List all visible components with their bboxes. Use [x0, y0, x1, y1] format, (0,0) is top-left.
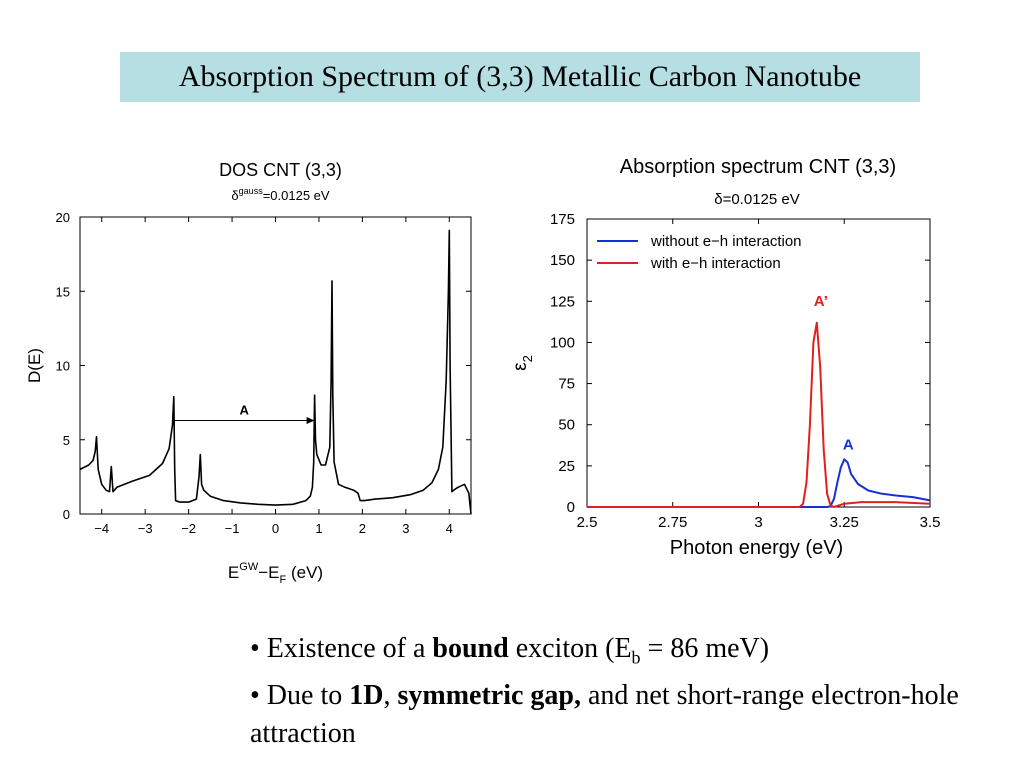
abs-series-line-2: [587, 321, 931, 508]
slide-title: Absorption Spectrum of (3,3) Metallic Ca…: [178, 60, 862, 93]
bullet-1-text-c: = 86 meV): [640, 633, 770, 664]
dos-x-axis-label: EGW−EF (eV): [228, 561, 323, 586]
abs-ytick-label: 100: [550, 334, 575, 351]
dos-xtick-label: −3: [138, 521, 153, 536]
slide-title-box: Absorption Spectrum of (3,3) Metallic Ca…: [120, 52, 920, 102]
abs-xtick-label: 3.25: [830, 514, 859, 531]
dos-xtick-label: −2: [181, 521, 196, 536]
bullet-2-bold-gap: symmetric gap,: [397, 679, 581, 711]
bullet-2-text-b: ,: [383, 679, 398, 711]
dos-series-line: [79, 229, 472, 515]
bullet-1-sub-b: b: [631, 647, 641, 668]
abs-chart-title: Absorption spectrum CNT (3,3): [620, 156, 896, 178]
bullet-2-text-a: • Due to: [250, 679, 350, 711]
dos-ytick-label: 5: [63, 433, 70, 448]
bullet-2-bold-1d: 1D: [349, 679, 384, 711]
abs-peak-label-2: A: [843, 436, 854, 453]
abs-ytick-label: 150: [550, 252, 575, 269]
bullet-2-text-c: and net short-range electron-hole attrac…: [250, 679, 959, 749]
abs-xtick-label: 3.5: [920, 514, 941, 531]
dos-xtick-label: −4: [94, 521, 109, 536]
bullet-list: • Existence of a bound exciton (Eb = 86 …: [250, 630, 1010, 753]
dos-y-axis-label: D(E): [25, 348, 44, 383]
dos-ytick-label: 10: [56, 359, 70, 374]
dos-xtick-label: −1: [225, 521, 240, 536]
abs-ytick-label: 125: [550, 293, 575, 310]
bullet-item-1: • Existence of a bound exciton (Eb = 86 …: [250, 630, 1010, 677]
dos-xtick-label: 3: [402, 521, 409, 536]
dos-xtick-label: 0: [272, 521, 279, 536]
dos-annotation-arrow-head: [306, 416, 315, 424]
bullet-1-bold-bound: bound: [432, 633, 509, 664]
abs-ytick-label: 75: [558, 376, 575, 393]
dos-xtick-label: 2: [359, 521, 366, 536]
abs-ytick-label: 175: [550, 211, 575, 228]
dos-xtick-label: 4: [446, 521, 453, 536]
abs-xtick-label: 2.5: [577, 514, 598, 531]
abs-ytick-label: 50: [558, 417, 575, 434]
abs-series-line-1: [587, 458, 931, 508]
bullet-item-2: • Due to 1D, symmetric gap, and net shor…: [250, 677, 1010, 753]
abs-xtick-label: 3: [754, 514, 762, 531]
dos-ytick-label: 15: [56, 284, 70, 299]
dos-ytick-label: 20: [56, 210, 70, 225]
abs-xtick-label: 2.75: [658, 514, 687, 531]
dos-chart-subtitle: δgauss=0.0125 eV: [231, 186, 329, 203]
abs-peak-label-1: A’: [814, 293, 828, 310]
abs-x-axis-label: Photon energy (eV): [670, 537, 843, 559]
abs-ytick-label: 25: [558, 458, 575, 475]
dos-annotation-label: A: [240, 402, 250, 417]
dos-xtick-label: 1: [315, 521, 322, 536]
abs-legend-label-1: without e−h interaction: [650, 233, 802, 250]
abs-y-axis-label: ε2: [510, 355, 535, 371]
bullet-1-text-b: exciton (E: [508, 633, 632, 664]
dos-chart-title: DOS CNT (3,3): [219, 160, 342, 180]
abs-ytick-label: 0: [567, 499, 575, 516]
dos-ytick-label: 0: [63, 507, 70, 522]
abs-legend-label-2: with e−h interaction: [650, 255, 781, 272]
abs-chart-subtitle: δ=0.0125 eV: [714, 191, 800, 208]
bullet-1-text-a: • Existence of a: [250, 633, 433, 664]
